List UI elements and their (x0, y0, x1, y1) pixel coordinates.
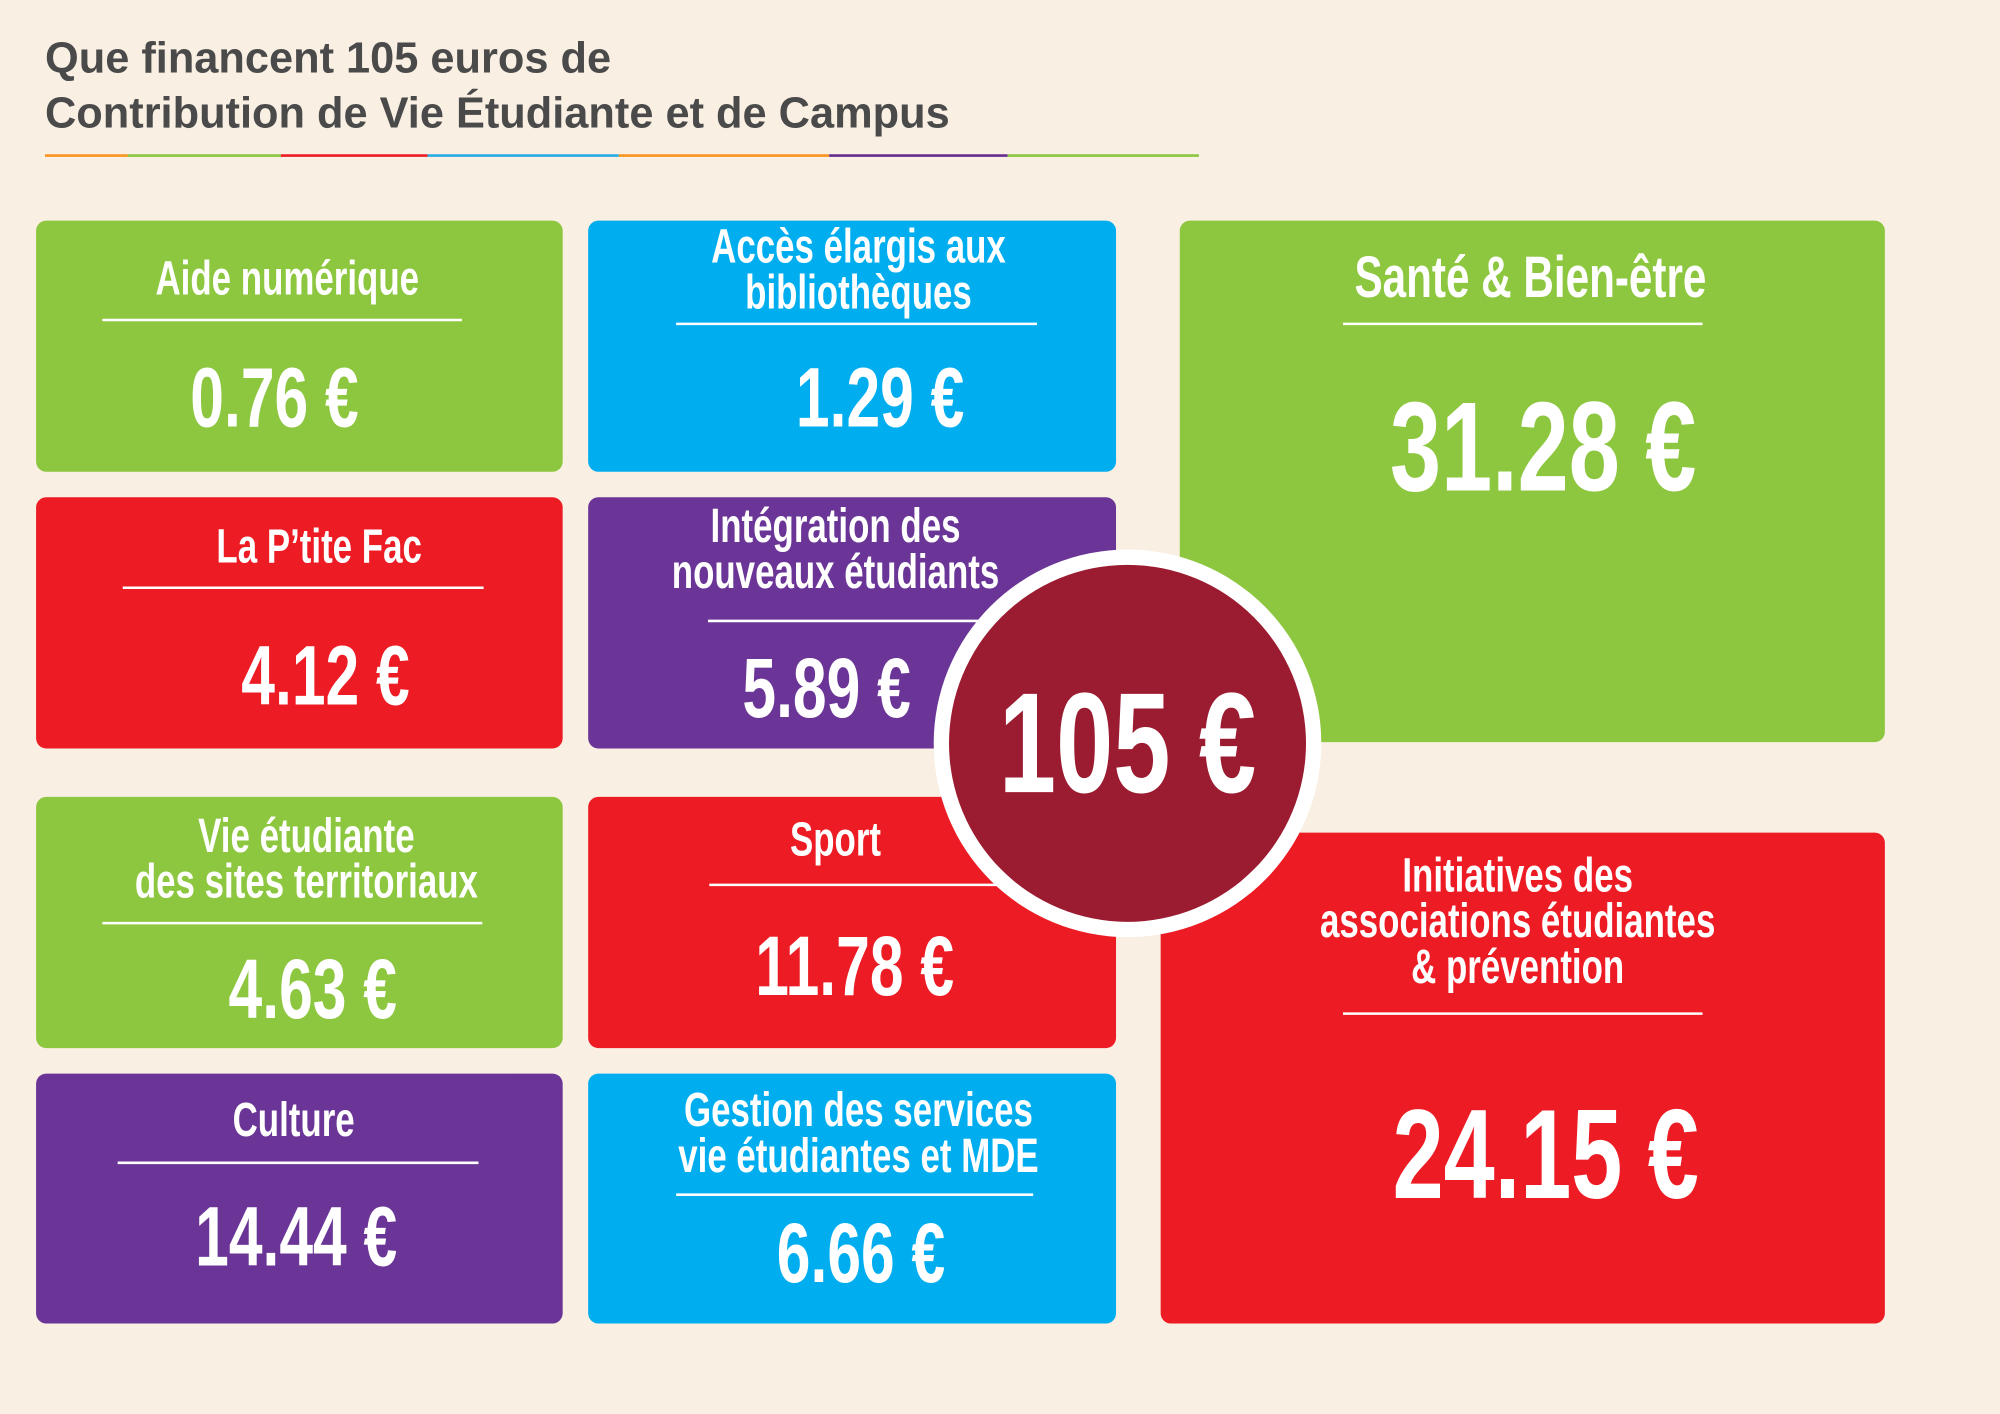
tile-label: bibliothèques (745, 265, 972, 319)
tile-label: Gestion des services (684, 1082, 1033, 1136)
tile-label: Intégration des (711, 498, 961, 552)
title-line: Que financent 105 euros de (45, 35, 611, 83)
tile: Aide numérique 0.76 € (36, 220, 563, 472)
tile-label: associations étudiantes (1320, 894, 1715, 948)
tile: Santé & Bien-être 31.28 € (1179, 220, 1885, 743)
title-line: Contribution de Vie Étudiante et de Camp… (45, 89, 950, 137)
tile-amount: 6.66 € (777, 1206, 945, 1300)
tile-background (36, 220, 563, 472)
tile: Culture 14.44 € (36, 1073, 563, 1324)
tile-background (1160, 832, 1885, 1324)
tile-amount: 0.76 € (190, 351, 358, 445)
total-amount: 105 € (999, 664, 1256, 824)
tile-amount: 31.28 € (1390, 375, 1696, 518)
tile-label: Accès élargis aux (711, 219, 1006, 273)
tile-label: nouveaux étudiants (672, 544, 999, 598)
tile-background (36, 497, 563, 749)
tile-label: Vie étudiante (198, 808, 414, 862)
tile-label: Initiatives des (1402, 848, 1633, 902)
tile-label: Santé & Bien-être (1354, 244, 1706, 309)
tile-label: Sport (790, 812, 881, 866)
tile-background (1179, 220, 1885, 743)
tile-label: & prévention (1411, 939, 1624, 993)
tile-amount: 5.89 € (742, 641, 910, 735)
tile-amount: 4.12 € (241, 629, 409, 723)
tile-amount: 14.44 € (195, 1190, 397, 1284)
tile: La P’tite Fac 4.12 € (36, 497, 563, 749)
tile-label: La P’tite Fac (216, 519, 421, 573)
tile-label: vie étudiantes et MDE (678, 1128, 1038, 1182)
tile-amount: 11.78 € (755, 919, 954, 1013)
tile-background (588, 1073, 1117, 1324)
tile-amount: 24.15 € (1393, 1082, 1699, 1225)
tile-amount: 1.29 € (796, 351, 964, 445)
tile-background (588, 220, 1117, 472)
tile-label: Culture (233, 1092, 355, 1146)
total-disc (948, 564, 1307, 922)
tile-background (36, 1073, 563, 1324)
tile-amount: 4.63 € (229, 942, 397, 1036)
tile-label: Aide numérique (155, 251, 419, 305)
tile-label: des sites territoriaux (135, 854, 479, 908)
